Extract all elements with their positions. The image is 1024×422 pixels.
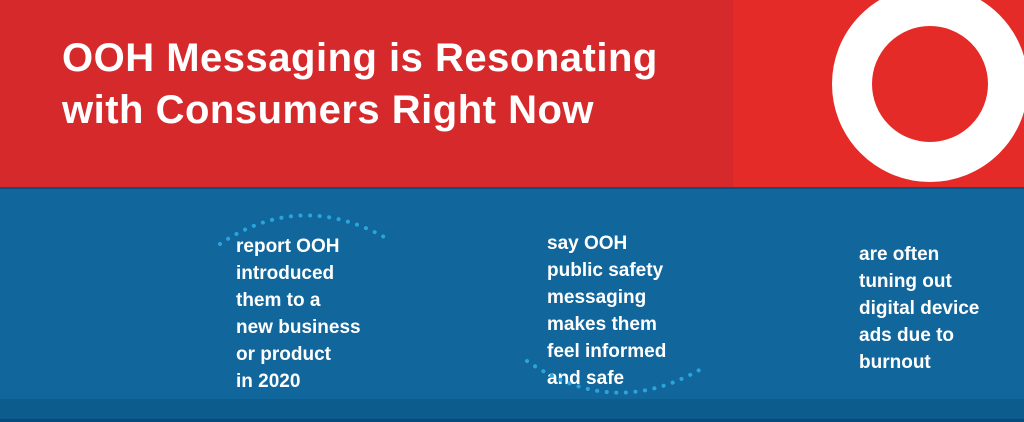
stat-caption-24: report OOH introduced them to a new busi… [236, 236, 361, 392]
header-divider [0, 187, 1024, 189]
stat-caption-71: say OOH public safety messaging makes th… [547, 233, 667, 389]
stat-caption-75: are often tuning out digital device ads … [859, 244, 980, 373]
header-band: OOH Messaging is Resonating with Consume… [0, 0, 1024, 187]
logo-block [733, 0, 1024, 187]
footer-strip [0, 399, 1024, 422]
page-title: OOH Messaging is Resonating with Consume… [62, 36, 658, 132]
ring-logo-icon [832, 0, 1024, 182]
